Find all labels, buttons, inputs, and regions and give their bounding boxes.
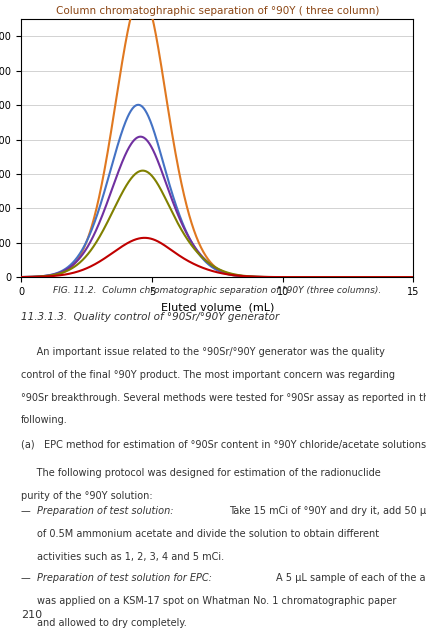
Text: —: —: [21, 573, 34, 583]
Text: Preparation of test solution for EPC:: Preparation of test solution for EPC:: [37, 573, 212, 583]
Title: Column chromatoghraphic separation of °90Y ( three column): Column chromatoghraphic separation of °9…: [55, 6, 379, 15]
Text: of 0.5M ammonium acetate and divide the solution to obtain different: of 0.5M ammonium acetate and divide the …: [37, 529, 379, 539]
Text: A 5 μL sample of each of the activities: A 5 μL sample of each of the activities: [276, 573, 426, 583]
Text: activities such as 1, 2, 3, 4 and 5 mCi.: activities such as 1, 2, 3, 4 and 5 mCi.: [37, 552, 224, 562]
Text: The following protocol was designed for estimation of the radionuclide: The following protocol was designed for …: [21, 468, 381, 478]
Text: (a)   EPC method for estimation of °90Sr content in °90Y chloride/acetate soluti: (a) EPC method for estimation of °90Sr c…: [21, 440, 426, 450]
Text: 210: 210: [21, 610, 43, 620]
Bar: [21, 19, 413, 277]
Text: Preparation of test solution:: Preparation of test solution:: [37, 506, 173, 516]
Text: purity of the °90Y solution:: purity of the °90Y solution:: [21, 491, 153, 500]
Text: °90Sr breakthrough. Several methods were tested for °90Sr assay as reported in t: °90Sr breakthrough. Several methods were…: [21, 393, 426, 403]
Text: was applied on a KSM-17 spot on Whatman No. 1 chromatographic paper: was applied on a KSM-17 spot on Whatman …: [37, 596, 396, 605]
Text: following.: following.: [21, 415, 68, 426]
Text: Take 15 mCi of °90Y and dry it, add 50 μL: Take 15 mCi of °90Y and dry it, add 50 μ…: [229, 506, 426, 516]
Text: —: —: [21, 506, 34, 516]
X-axis label: Eluted volume  (mL): Eluted volume (mL): [161, 303, 274, 312]
Text: 11.3.1.3.  Quality control of °90Sr/°90Y generator: 11.3.1.3. Quality control of °90Sr/°90Y …: [21, 312, 279, 322]
Text: and allowed to dry completely.: and allowed to dry completely.: [37, 618, 187, 628]
Text: An important issue related to the °90Sr/°90Y generator was the quality: An important issue related to the °90Sr/…: [21, 347, 385, 357]
Text: control of the final °90Y product. The most important concern was regarding: control of the final °90Y product. The m…: [21, 370, 395, 380]
Text: FIG. 11.2.  Column chromatographic separation of °90Y (three columns).: FIG. 11.2. Column chromatographic separa…: [53, 286, 381, 295]
